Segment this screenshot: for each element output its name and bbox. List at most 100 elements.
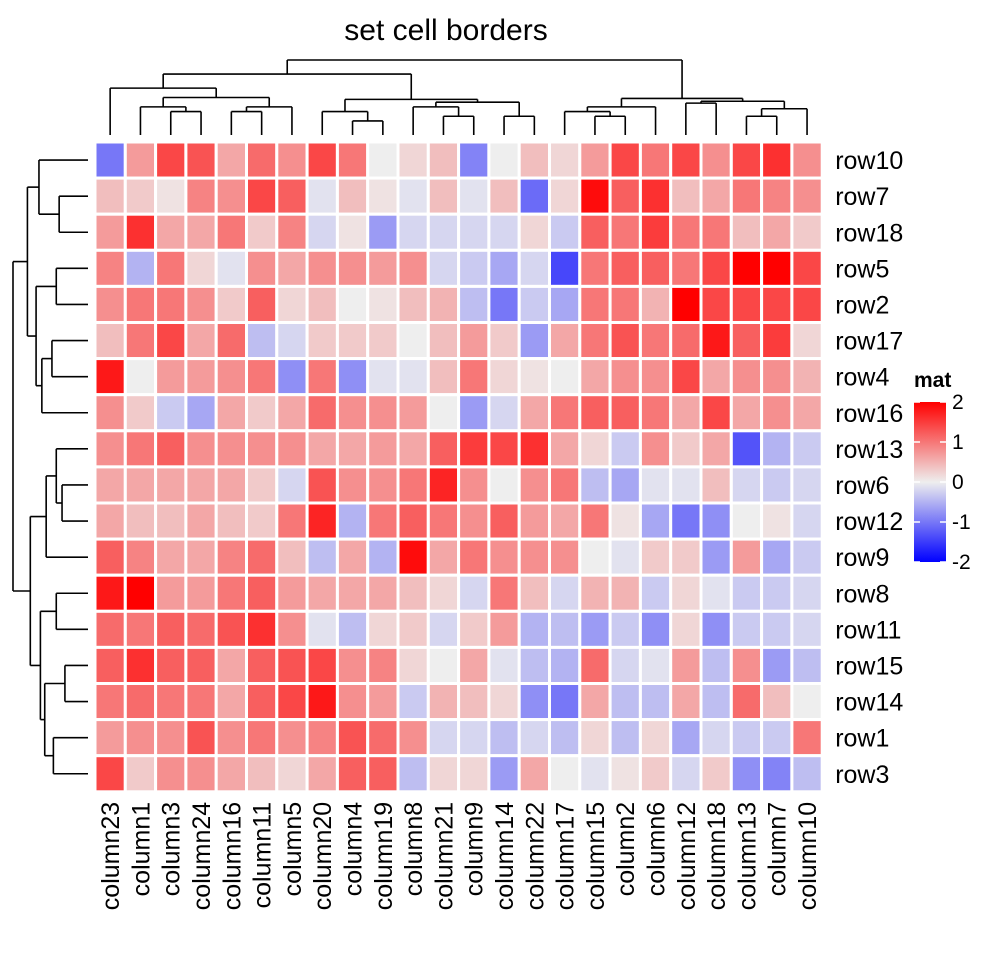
heatmap-cell	[517, 429, 552, 469]
legend-tick-label: 0	[952, 471, 964, 494]
heatmap-cell	[93, 284, 127, 324]
heatmap-cell	[245, 609, 279, 649]
heatmap-cell	[699, 248, 733, 288]
heatmap-cell	[699, 573, 733, 613]
heatmap-cell	[93, 393, 127, 433]
heatmap-cell	[154, 754, 188, 794]
heatmap-cell	[123, 754, 158, 794]
heatmap-cell	[578, 501, 612, 541]
heatmap-cell	[517, 754, 552, 794]
heatmap-cell	[305, 357, 339, 397]
heatmap-cell	[305, 645, 339, 686]
heatmap-cell	[154, 284, 188, 324]
heatmap-cell	[487, 284, 521, 324]
heatmap-cell	[335, 682, 370, 722]
heatmap-cell	[123, 645, 158, 686]
heatmap-cell	[517, 609, 552, 649]
heatmap-cell	[487, 645, 521, 686]
row-dendrogram	[12, 159, 88, 775]
heatmap-cell	[729, 321, 764, 361]
heatmap-cell	[123, 573, 158, 613]
heatmap-cell	[699, 357, 733, 397]
row-labels: row10 row7 row18 row5 row2 row17 row4 row16 row1…	[835, 147, 903, 789]
heatmap-cell	[517, 140, 552, 180]
heatmap-cell	[608, 609, 642, 649]
column-label: column17	[552, 802, 580, 910]
heatmap-cell	[275, 754, 309, 794]
heatmap-cell	[184, 645, 218, 686]
heatmap-cell	[578, 321, 612, 361]
heatmap-cell	[366, 465, 400, 505]
heatmap-cell	[184, 537, 218, 577]
heatmap-cell	[214, 321, 248, 361]
heatmap-cell	[305, 754, 339, 794]
heatmap-cell	[760, 284, 794, 324]
heatmap-cell	[760, 140, 794, 180]
heatmap-cell	[123, 357, 158, 397]
heatmap-cell	[426, 140, 461, 180]
column-labels: column23 column1 column3 column24 column16 co…	[97, 802, 822, 910]
heatmap-cell	[93, 609, 127, 649]
heatmap-cell	[578, 609, 612, 649]
heatmap-cell	[214, 609, 248, 649]
heatmap-cell	[790, 393, 824, 433]
heatmap-cell	[396, 393, 430, 433]
column-label: column1	[127, 802, 155, 897]
row-label: row16	[835, 400, 903, 428]
heatmap-cell	[608, 754, 642, 794]
column-label: column21	[430, 802, 458, 910]
heatmap-cell	[578, 393, 612, 433]
heatmap-cell	[578, 176, 612, 216]
heatmap-cell	[487, 537, 521, 577]
heatmap-cell	[184, 176, 218, 216]
heatmap-cell	[608, 212, 642, 252]
heatmap-cell	[305, 537, 339, 577]
heatmap-cell	[93, 754, 127, 794]
heatmap-cell	[214, 212, 248, 252]
column-label: column24	[188, 802, 216, 910]
heatmap-cell	[123, 140, 158, 180]
heatmap-cell	[517, 465, 552, 505]
heatmap-cell	[638, 321, 673, 361]
heatmap-cell	[548, 754, 582, 794]
heatmap-cell	[760, 357, 794, 397]
heatmap-cell	[396, 718, 430, 758]
heatmap-cell	[699, 140, 733, 180]
heatmap-cell	[487, 248, 521, 288]
heatmap-cell	[123, 537, 158, 577]
heatmap-cell	[366, 645, 400, 686]
heatmap-cell	[638, 537, 673, 577]
heatmap-cell	[214, 393, 248, 433]
heatmap-cell	[245, 321, 279, 361]
heatmap-cell	[305, 609, 339, 649]
heatmap-cell	[396, 212, 430, 252]
heatmap-cell	[93, 357, 127, 397]
heatmap-cell	[366, 718, 400, 758]
heatmap-cell	[457, 609, 491, 649]
chart-title: set cell borders	[344, 14, 547, 47]
heatmap-cell	[548, 429, 582, 469]
heatmap-cell	[93, 645, 127, 686]
heatmap-cell	[123, 501, 158, 541]
row-label: row6	[835, 472, 889, 500]
heatmap-cell	[457, 212, 491, 252]
heatmap-cell	[335, 357, 370, 397]
heatmap-cell	[517, 501, 552, 541]
heatmap-cell	[487, 573, 521, 613]
heatmap-cell	[729, 718, 764, 758]
heatmap-cell	[790, 248, 824, 288]
heatmap-cell	[578, 754, 612, 794]
heatmap-cell	[760, 682, 794, 722]
heatmap-cell	[487, 176, 521, 216]
heatmap-cell	[608, 284, 642, 324]
heatmap-cell	[517, 321, 552, 361]
heatmap-cell	[184, 429, 218, 469]
heatmap-cell	[638, 393, 673, 433]
heatmap-cell	[93, 176, 127, 216]
heatmap-cell	[699, 718, 733, 758]
heatmap-cell	[578, 465, 612, 505]
heatmap-cell	[669, 429, 703, 469]
heatmap-cell	[214, 357, 248, 397]
heatmap-cell	[669, 609, 703, 649]
heatmap-cell	[396, 321, 430, 361]
